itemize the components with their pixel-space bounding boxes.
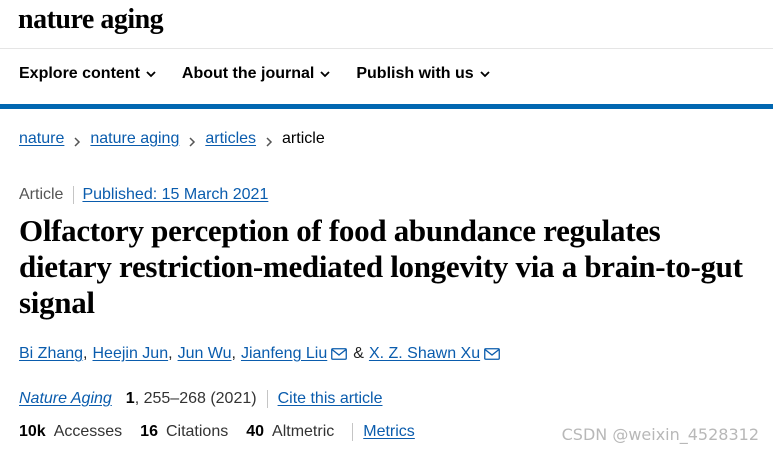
metrics-bar: 10k Accesses 16 Citations 40 Altmetric M… — [19, 423, 415, 441]
chevron-down-icon — [480, 69, 490, 79]
breadcrumb: nature nature aging articles article — [19, 130, 325, 148]
chevron-right-icon — [265, 134, 273, 147]
author-list: Bi Zhang , Heejin Jun , Jun Wu , Jianfen… — [19, 345, 501, 363]
chevron-down-icon — [320, 69, 330, 79]
author-separator: , — [168, 345, 173, 362]
article-title: Olfactory perception of food abundance r… — [19, 213, 743, 320]
author-link[interactable]: Heejin Jun — [92, 345, 169, 362]
nav-item-label: About the journal — [181, 65, 315, 82]
article-type: Article — [19, 186, 64, 203]
author-link[interactable]: Jun Wu — [177, 345, 232, 362]
site-logo[interactable]: nature aging — [18, 4, 164, 35]
altmetric-label: Altmetric — [272, 423, 335, 440]
nav-publish-with-us[interactable]: Publish with us — [356, 65, 490, 83]
cite-this-article-link[interactable]: Cite this article — [277, 390, 383, 407]
author-separator: & — [353, 345, 364, 362]
author-link[interactable]: Jianfeng Liu — [240, 345, 328, 362]
nav-about-journal[interactable]: About the journal — [182, 65, 330, 83]
nav-item-label: Publish with us — [356, 65, 474, 82]
divider — [73, 186, 75, 204]
nav-item-label: Explore content — [19, 65, 140, 82]
divider — [266, 390, 268, 408]
divider — [352, 423, 354, 441]
watermark: CSDN @weixin_4528312 — [561, 425, 759, 444]
chevron-down-icon — [146, 69, 156, 79]
author-link[interactable]: Bi Zhang — [19, 345, 84, 362]
email-icon[interactable] — [484, 348, 501, 360]
site-header: nature aging — [0, 0, 773, 49]
citations-count: 16 — [140, 423, 158, 440]
author-separator: , — [231, 345, 236, 362]
breadcrumb-articles[interactable]: articles — [205, 130, 257, 147]
accesses-count: 10k — [19, 423, 46, 440]
breadcrumb-current: article — [282, 130, 325, 147]
citation-line: Nature Aging 1 , 255–268 (2021) Cite thi… — [19, 390, 383, 408]
author-link[interactable]: X. Z. Shawn Xu — [368, 345, 481, 362]
chevron-right-icon — [73, 134, 81, 147]
breadcrumb-nature-aging[interactable]: nature aging — [90, 130, 180, 147]
main-nav: Explore content About the journal Publis… — [0, 49, 773, 109]
email-icon[interactable] — [331, 348, 348, 360]
article-meta: Article Published: 15 March 2021 — [19, 186, 268, 204]
metrics-link[interactable]: Metrics — [363, 423, 415, 440]
accesses-label: Accesses — [53, 423, 123, 440]
chevron-right-icon — [188, 134, 196, 147]
volume: 1 — [125, 390, 135, 407]
pages-year: , 255–268 (2021) — [134, 390, 257, 407]
author-separator: , — [83, 345, 88, 362]
altmetric-score: 40 — [246, 423, 265, 440]
published-date-link[interactable]: Published: 15 March 2021 — [82, 186, 269, 203]
nav-explore-content[interactable]: Explore content — [19, 65, 156, 83]
journal-link[interactable]: Nature Aging — [19, 390, 112, 407]
breadcrumb-nature[interactable]: nature — [19, 130, 65, 147]
citations-label: Citations — [165, 423, 229, 440]
